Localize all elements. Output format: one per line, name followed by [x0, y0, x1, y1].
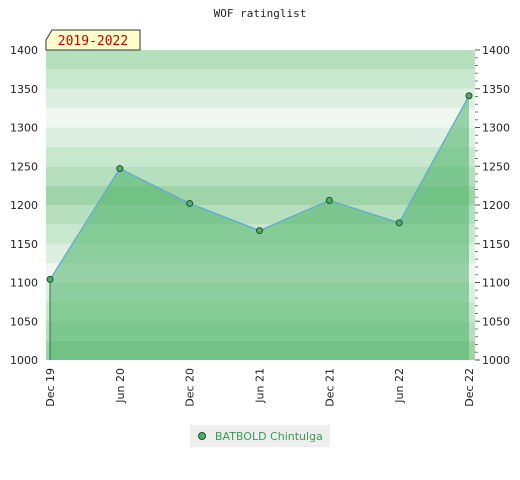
data-point — [116, 165, 124, 173]
y-tick-label-right: 1150 — [482, 238, 510, 251]
area-fill — [50, 95, 469, 360]
y-tick-label-left: 1200 — [10, 199, 38, 212]
y-tick-label-left: 1300 — [10, 122, 38, 135]
legend-label: BATBOLD Chintulga — [215, 429, 323, 443]
x-tick-label: Dec 20 — [184, 368, 197, 407]
y-tick-label-left: 1400 — [10, 44, 38, 57]
y-tick-label-left: 1150 — [10, 238, 38, 251]
y-tick-label-left: 1000 — [10, 354, 38, 367]
y-tick-label-right: 1200 — [482, 199, 510, 212]
data-point — [465, 92, 473, 100]
legend-marker — [198, 432, 206, 440]
background-band — [46, 108, 475, 128]
axes-layer: 1000 1000 1050 1050 1100 1100 1150 1150 1200 1200… — [10, 44, 510, 407]
y-tick-label-left: 1100 — [10, 277, 38, 290]
chart-title: WOF ratinglist — [214, 7, 307, 20]
period-label: 2019-2022 — [58, 34, 128, 49]
data-point — [46, 275, 54, 283]
y-tick-label-right: 1050 — [482, 315, 510, 328]
y-tick-label-left: 1050 — [10, 315, 38, 328]
y-tick-label-right: 1100 — [482, 277, 510, 290]
background-band — [46, 146, 475, 167]
y-tick-label-left: 1250 — [10, 160, 38, 173]
data-point — [395, 219, 403, 227]
x-tick-label: Dec 21 — [323, 368, 336, 407]
period-badge: 2019-2022 — [45, 29, 141, 51]
data-point — [325, 196, 333, 204]
background-band — [46, 127, 475, 147]
x-tick-label: Dec 22 — [463, 368, 476, 407]
background-band — [46, 69, 475, 89]
data-point — [186, 199, 194, 207]
x-tick-label: Dec 19 — [44, 368, 57, 407]
y-tick-label-right: 1400 — [482, 44, 510, 57]
x-tick-label: Jun 22 — [393, 368, 406, 404]
points-layer — [46, 92, 473, 283]
y-tick-label-right: 1350 — [482, 83, 510, 96]
background-band — [46, 166, 475, 186]
area-layer — [50, 95, 469, 360]
x-tick-label: Jun 20 — [114, 368, 127, 404]
x-tick-label: Jun 21 — [254, 368, 267, 404]
y-tick-label-right: 1000 — [482, 354, 510, 367]
legend: BATBOLD Chintulga — [190, 425, 330, 447]
y-tick-label-right: 1300 — [482, 122, 510, 135]
y-tick-label-right: 1250 — [482, 160, 510, 173]
data-point — [256, 227, 263, 235]
background-band — [46, 50, 475, 70]
y-tick-label-left: 1350 — [10, 83, 38, 96]
background-band — [46, 88, 475, 109]
